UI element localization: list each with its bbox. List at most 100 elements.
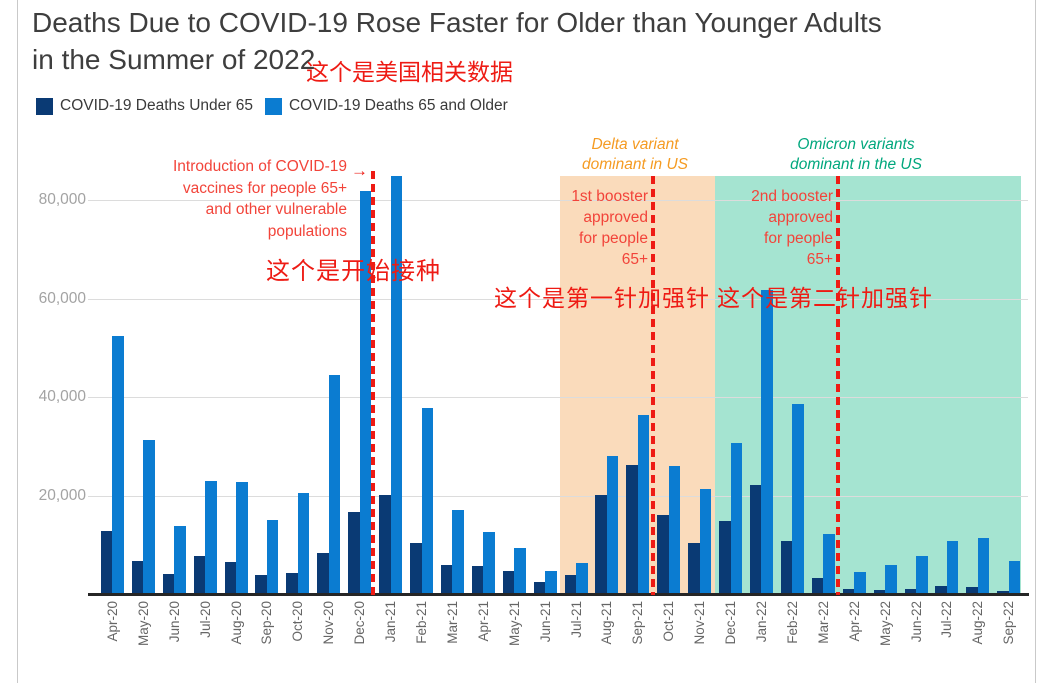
booster2-line4: 65+ [806,251,833,268]
bar [174,526,186,595]
delta-label-line2: dominant in US [582,155,688,173]
vaccine-intro-dashed-line [371,171,375,595]
bar [100,530,113,595]
x-tick-label: Apr-20 [104,601,120,642]
bar [904,588,917,595]
bar-group [190,155,221,595]
x-tick-label: Sep-22 [1001,601,1017,645]
x-tick-label: Nov-20 [321,601,337,645]
gridline [88,495,1028,497]
bar [606,455,619,595]
x-tick-label: Feb-21 [414,601,430,644]
booster1-line3: for people [579,230,648,247]
x-tick-label: Jul-20 [197,601,213,638]
bar [379,495,391,595]
bar [1008,561,1021,595]
bar [668,466,681,595]
bar [637,414,650,595]
vaccine-start-annotation-zh: 这个是开始接种 [266,258,441,285]
x-tick-label: Jul-22 [939,601,955,638]
bar-group [622,155,653,595]
bar [854,572,866,595]
x-tick-label: Apr-22 [846,601,862,642]
x-tick-cell: Nov-20 [313,601,344,671]
legend-swatch-65-older [264,97,282,115]
y-axis-labels: 20,000 40,000 60,000 80,000 [16,155,86,595]
bar [811,577,824,595]
page-title-line1: Deaths Due to COVID-19 Rose Faster for O… [32,7,882,38]
vaccine-intro-line3: and other vulnerable [205,201,347,218]
bar [483,531,495,595]
bar-group [931,155,962,595]
bar-group [746,155,777,595]
bars-layer [97,155,1024,595]
bar [390,176,403,595]
arrow-right-icon: → [351,161,368,180]
x-tick-cell: Oct-21 [653,601,684,671]
y-tick-label: 40,000 [38,388,86,405]
bar-group [344,155,375,595]
x-tick-label: Oct-21 [661,601,677,642]
x-tick-label: Jun-22 [908,601,924,643]
x-tick-label: May-20 [135,601,151,647]
bar [452,509,464,595]
bar-group [993,155,1024,595]
page-title-line2: in the Summer of 2022 [32,44,316,75]
bar [792,404,804,595]
x-tick-cell: Jul-20 [190,601,221,671]
bar [317,553,329,595]
booster1-line1: 1st booster [571,188,648,205]
gridline [88,298,1028,300]
bar [421,407,434,595]
x-tick-cell: Sep-22 [993,601,1024,671]
bar [564,574,577,595]
bar-group [375,155,406,595]
bar [266,519,279,595]
booster1-annotation: 1st booster approved for people 65+ [500,186,648,270]
bar [699,489,712,595]
delta-label-line1: Delta variant [591,136,679,153]
vaccine-intro-line2: vaccines for people 65+ [182,179,347,197]
x-tick-cell: Feb-21 [406,601,437,671]
x-tick-cell: Jan-21 [375,601,406,671]
vaccine-intro-line1: Introduction of COVID-19 [172,158,347,175]
x-tick-cell: Mar-21 [437,601,468,671]
x-tick-cell: Jul-21 [561,601,592,671]
booster2-line3: for people [764,230,833,247]
booster2-line1: 2nd booster [751,188,833,205]
x-tick-label: Apr-21 [475,601,491,642]
legend-label-under-65: COVID-19 Deaths Under 65 [60,97,253,114]
x-tick-label: Dec-20 [352,601,368,645]
vaccine-intro-line4: populations [267,222,347,240]
x-tick-cell: Apr-20 [97,601,128,671]
bar [348,512,360,595]
bar [297,493,310,595]
bar [657,514,669,595]
right-frame-line [1035,0,1036,683]
x-tick-cell: Dec-20 [344,601,375,671]
bar [761,289,773,595]
x-tick-label: Aug-22 [970,601,986,645]
booster2-line2: approved [768,209,833,226]
bar [193,555,206,595]
bar-group [870,155,901,595]
bar-group [499,155,530,595]
bar [749,485,762,595]
x-tick-label: Jun-20 [166,601,182,643]
bar [359,191,372,595]
x-tick-label: Jan-21 [383,601,399,643]
bar-group [313,155,344,595]
bar [471,566,484,595]
bar [935,585,947,595]
x-tick-cell: Sep-20 [252,601,283,671]
y-tick-label: 60,000 [38,289,86,307]
omicron-region-label: Omicron variants dominant in the US [744,135,968,174]
bar [842,589,855,595]
y-tick-label: 80,000 [38,191,86,208]
delta-region-label: Delta variant dominant in US [534,135,736,174]
x-tick-cell: Aug-21 [592,601,623,671]
bar [873,589,886,595]
vaccine-intro-annotation: Introduction of COVID-19 vaccines for pe… [100,156,347,242]
bar-group [839,155,870,595]
booster2-annotation: 2nd booster approved for people 65+ [685,186,833,270]
